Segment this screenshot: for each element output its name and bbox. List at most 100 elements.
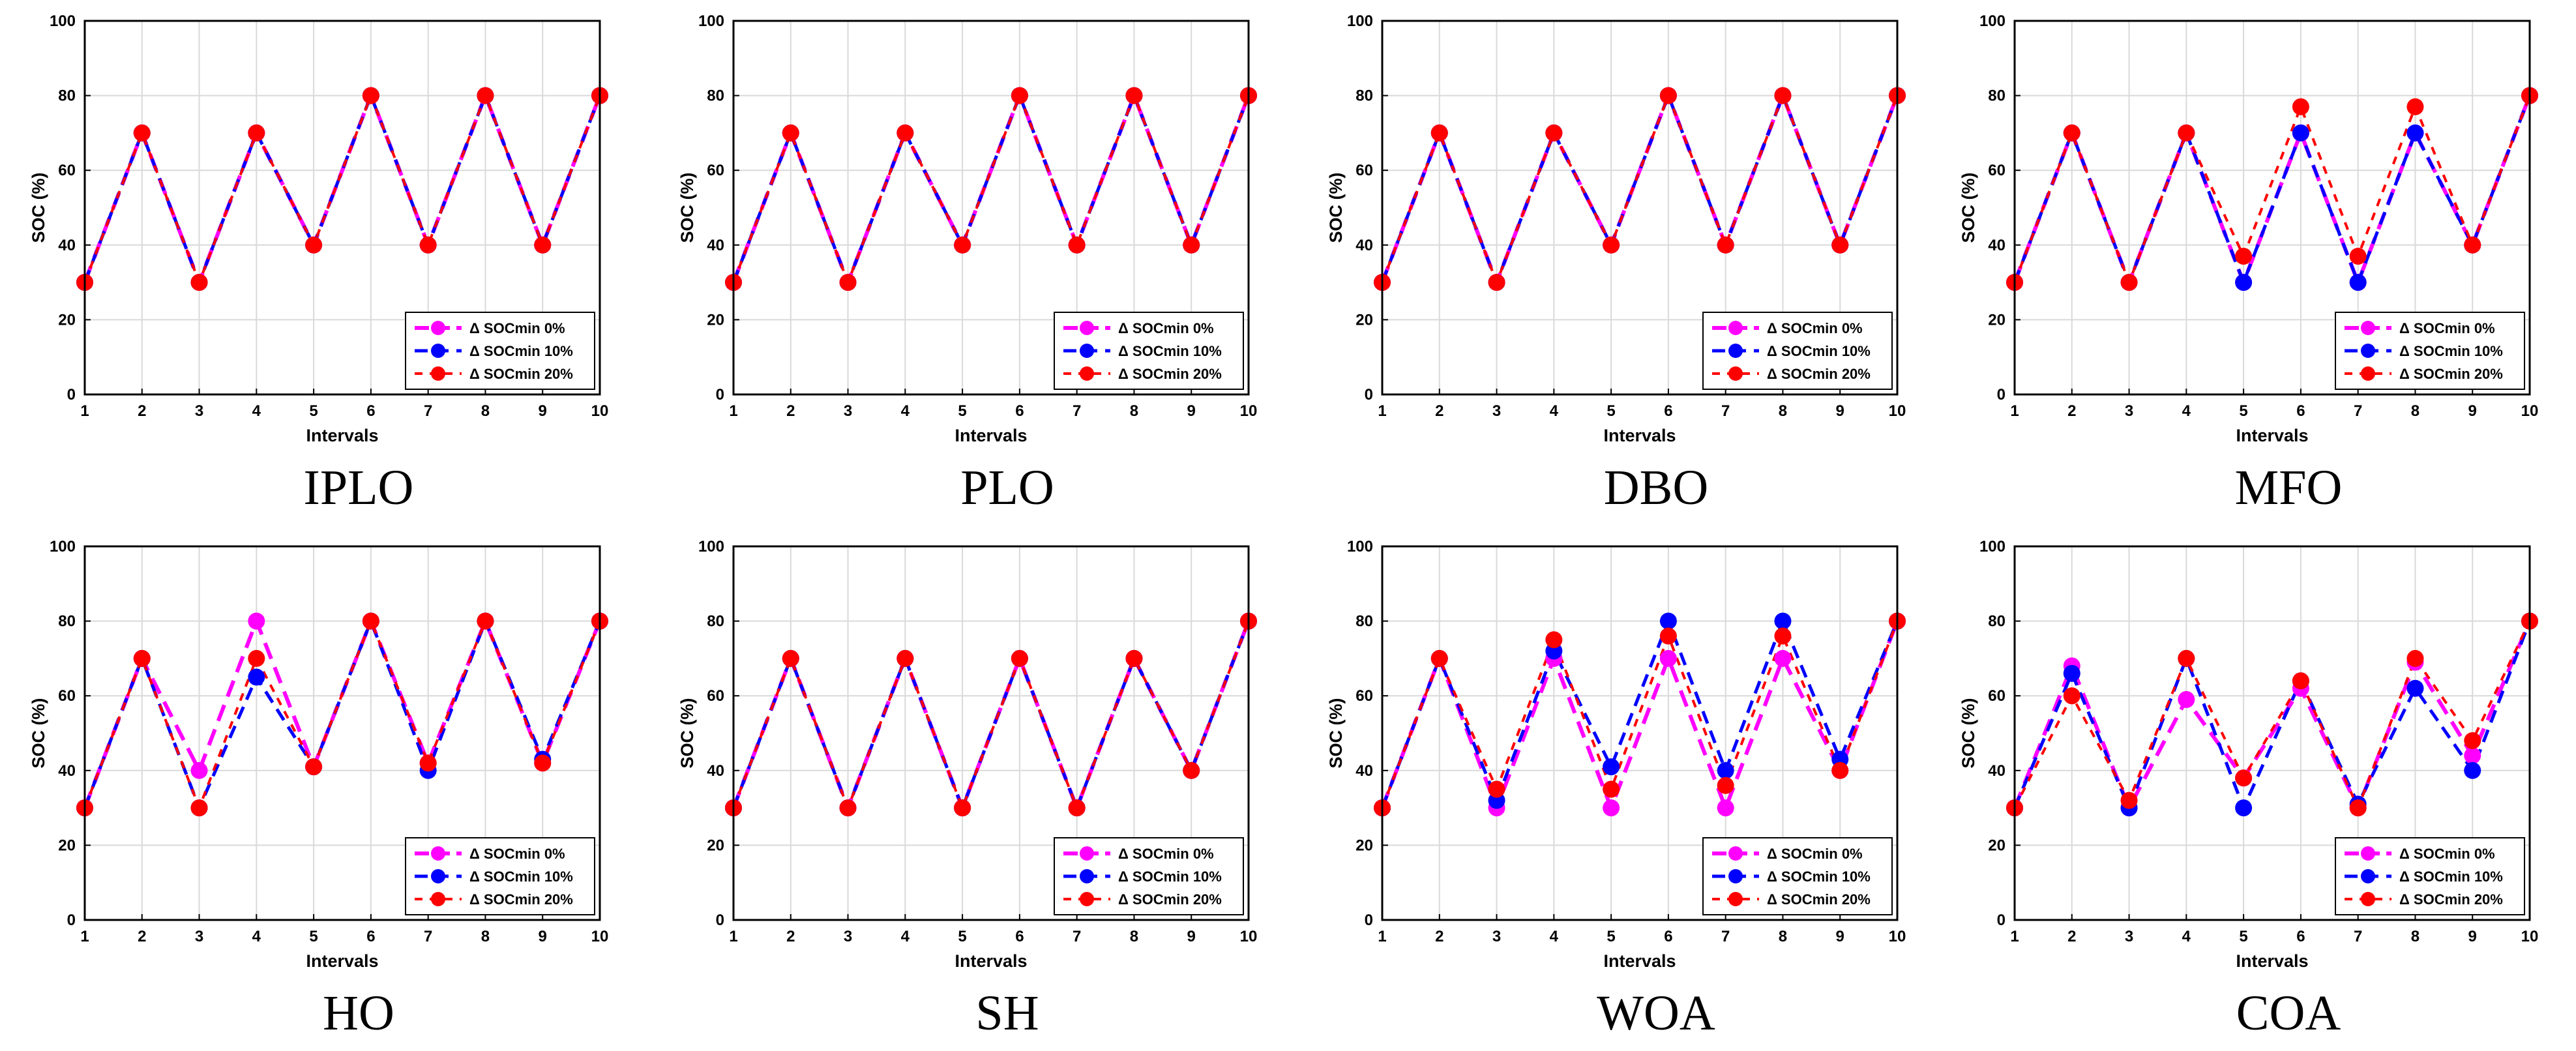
y-tick-label: 20 [707,836,724,854]
legend: Δ SOCmin 0% Δ SOCmin 10% Δ SOCmin 20% [2335,837,2525,915]
data-point [1774,612,1792,630]
data-point [2406,98,2424,115]
x-tick-label: 7 [1721,928,1730,945]
x-axis-label: Intervals [2236,951,2308,971]
x-tick-label: 2 [2067,928,2076,945]
legend-marker-1 [1728,869,1743,883]
data-point [1603,799,1620,817]
y-tick-label: 20 [1988,836,2006,854]
panel-title-dbo: DBO [1603,460,1709,515]
x-axis-label: Intervals [1603,951,1676,971]
data-point [2235,247,2253,265]
legend-label-2: Δ SOCmin 20% [1118,891,1222,908]
x-tick-label: 8 [481,402,490,420]
series-line-2 [732,94,1250,284]
x-tick-label: 1 [2010,402,2019,420]
y-axis-label: SOC (%) [1326,173,1346,243]
data-point [1659,87,1677,104]
data-point [534,236,552,254]
data-point [1125,649,1143,667]
data-point [1603,780,1620,798]
legend-label-0: Δ SOCmin 0% [1767,846,1863,862]
y-tick-label: 100 [50,12,76,30]
data-point [1774,627,1792,645]
x-tick-label: 6 [1664,928,1672,945]
series-line-2 [1381,94,1899,284]
data-point [1011,649,1028,667]
legend-label-1: Δ SOCmin 10% [2399,343,2503,359]
data-point [1831,236,1849,254]
x-tick-label: 3 [844,928,852,945]
y-tick-label: 100 [1347,538,1373,555]
x-axis-label: Intervals [306,951,378,971]
legend-label-2: Δ SOCmin 20% [1118,366,1222,382]
x-tick-label: 8 [1130,928,1138,945]
legend-label-0: Δ SOCmin 0% [1118,320,1214,336]
data-point [1488,274,1505,291]
data-point [2464,747,2481,764]
legend-marker-0 [1080,846,1094,861]
legend-marker-2 [431,892,445,906]
legend-marker-2 [2361,892,2375,906]
series-line-2 [83,619,601,810]
x-tick-label: 8 [1779,928,1787,945]
y-tick-label: 20 [1355,311,1373,329]
x-tick-label: 10 [591,928,609,945]
x-tick-label: 5 [309,402,318,420]
y-tick-label: 0 [67,386,76,404]
legend-label-1: Δ SOCmin 10% [469,343,573,359]
legend-label-2: Δ SOCmin 20% [2399,366,2503,382]
data-point [1659,612,1677,630]
legend-marker-0 [431,846,445,861]
y-tick-label: 0 [716,386,724,404]
legend-marker-2 [1080,892,1094,906]
legend-label-1: Δ SOCmin 10% [1118,343,1222,359]
x-axis-label: Intervals [2236,426,2308,445]
data-point [2235,769,2253,787]
legend-label-1: Δ SOCmin 10% [469,868,573,885]
x-tick-label: 5 [1606,402,1615,420]
data-point [362,612,379,630]
data-point [1183,762,1200,779]
x-tick-label: 2 [1435,402,1443,420]
y-tick-label: 0 [67,911,76,929]
data-point [419,236,437,254]
data-point [839,799,857,817]
x-tick-label: 2 [2067,402,2076,420]
data-point [2349,247,2367,265]
x-tick-label: 4 [1550,402,1559,420]
panel-title-sh: SH [975,986,1039,1041]
y-tick-label: 100 [1979,538,2006,555]
legend: Δ SOCmin 0% Δ SOCmin 10% Δ SOCmin 20% [405,837,595,915]
x-tick-label: 8 [1779,402,1787,420]
data-point [2235,799,2253,817]
x-tick-label: 7 [424,928,432,945]
y-tick-label: 20 [58,836,76,854]
series-line-0 [2013,620,2532,810]
legend-label-2: Δ SOCmin 20% [1767,366,1871,382]
legend-label-0: Δ SOCmin 0% [469,846,565,862]
data-point [2292,98,2309,115]
legend: Δ SOCmin 0% Δ SOCmin 10% Δ SOCmin 20% [1054,837,1244,915]
x-tick-label: 6 [1015,928,1024,945]
y-tick-label: 40 [58,762,76,780]
y-tick-label: 60 [1988,162,2006,179]
x-tick-label: 4 [252,928,261,945]
x-tick-label: 3 [195,928,203,945]
series-line-1 [1380,619,1899,808]
x-tick-label: 2 [786,402,795,420]
plot-frame [2013,20,2531,396]
y-tick-label: 100 [1979,12,2006,30]
y-tick-label: 80 [58,613,76,630]
y-tick-label: 80 [1988,613,2006,630]
data-point [1659,627,1677,645]
data-point [305,236,323,254]
y-axis-label: SOC (%) [1326,698,1346,769]
